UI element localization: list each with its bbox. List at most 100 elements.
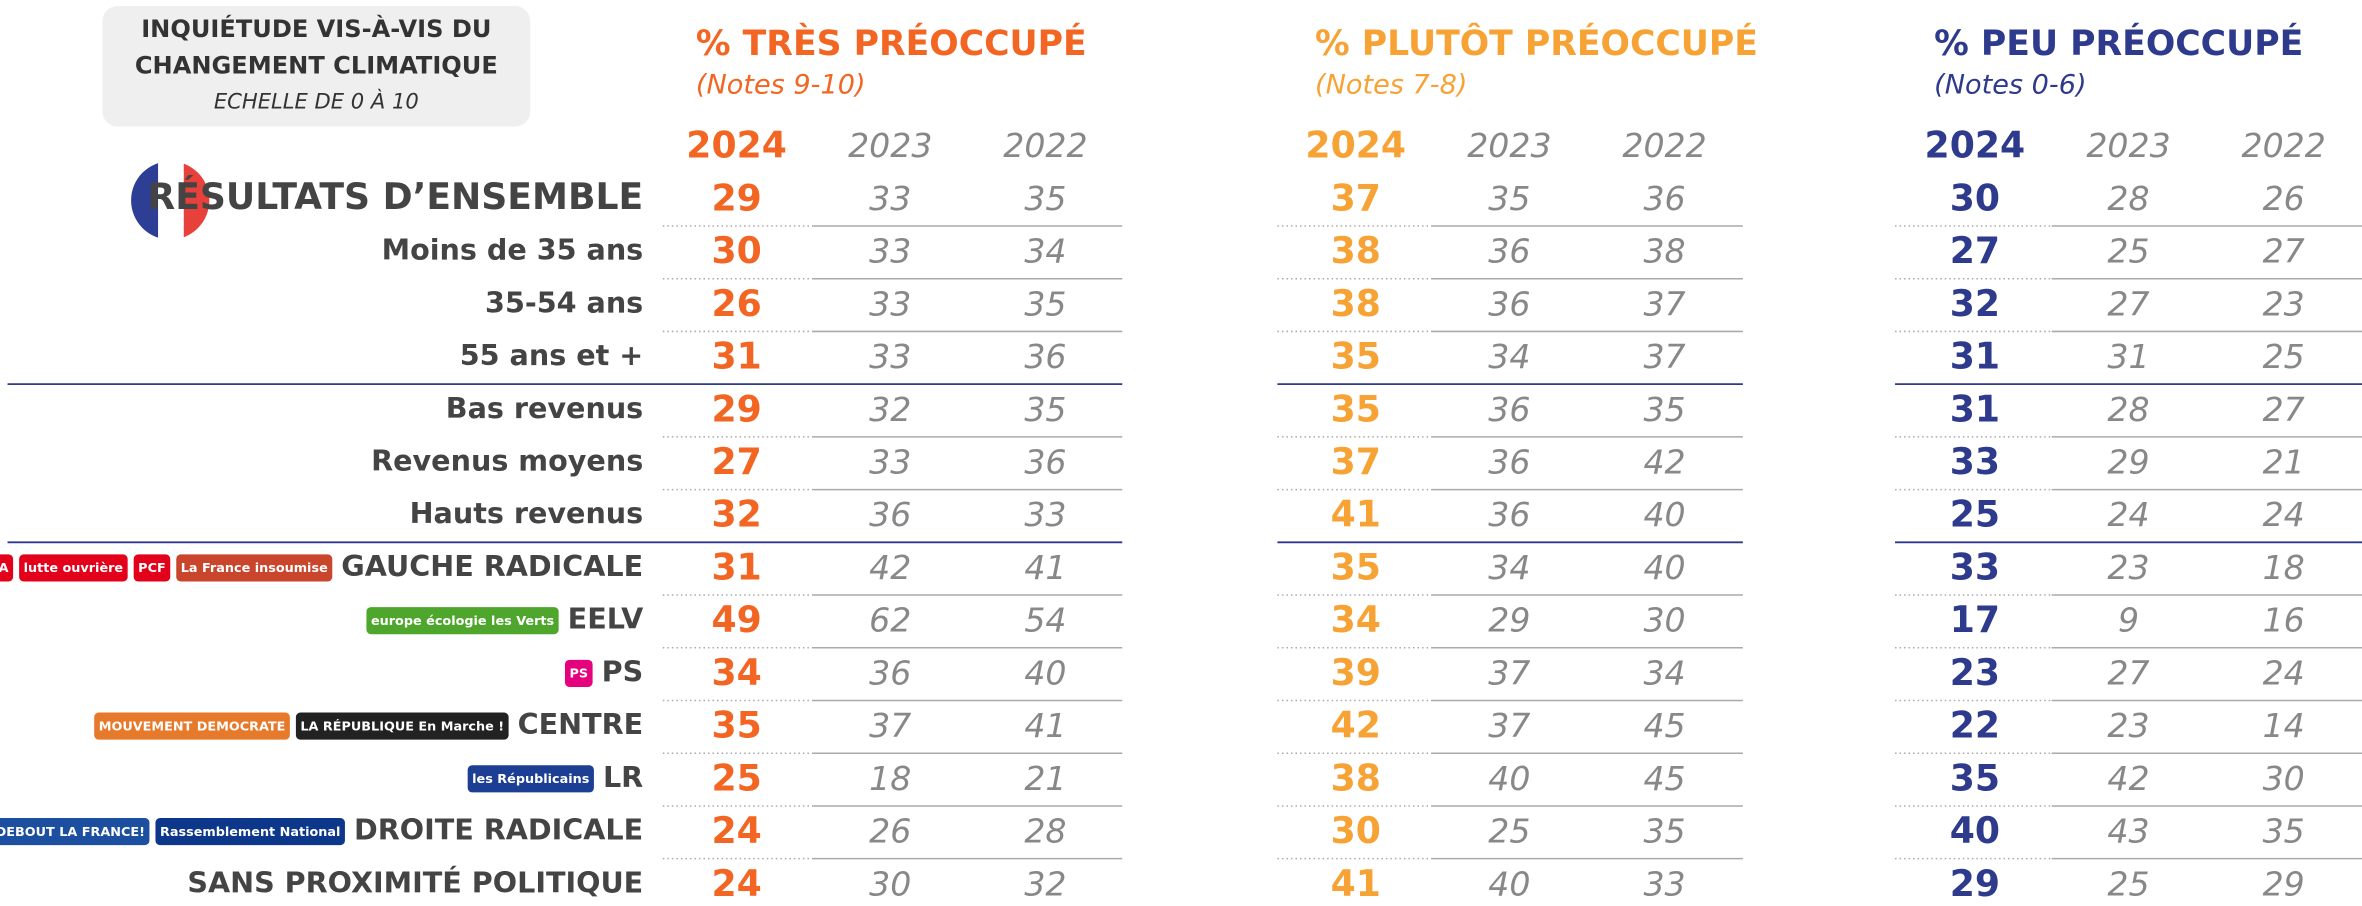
cell-value: 30: [1950, 176, 2000, 219]
header-line: INQUIÉTUDE VIS-À-VIS DU: [141, 14, 491, 43]
cell-value: 33: [869, 284, 911, 323]
cell-value: 27: [2263, 232, 2305, 271]
cell-value: 24: [2107, 495, 2149, 534]
cell-value: 30: [711, 229, 761, 272]
cell-value: 36: [1488, 495, 1530, 534]
party-logo: DEBOUT LA FRANCE!: [0, 817, 150, 846]
cell-value: 31: [711, 545, 761, 588]
cell-value: 34: [1488, 337, 1530, 376]
cell-value: 24: [711, 862, 761, 905]
cell-value: 41: [1024, 548, 1066, 587]
cell-value: 35: [711, 704, 761, 747]
cell-value: 37: [1331, 440, 1381, 483]
cell-value: 45: [1643, 706, 1685, 745]
cell-value: 23: [2263, 284, 2305, 323]
cell-value: 35: [1331, 387, 1381, 430]
logo-badge: [366, 607, 559, 635]
group-subtitle: (Notes 0-6): [1934, 69, 2086, 100]
cell-value: 54: [1024, 601, 1066, 640]
cell-value: 38: [1643, 232, 1685, 271]
cell-value: 40: [1643, 495, 1685, 534]
row-label: Bas revenus: [446, 391, 643, 425]
row-label: 55 ans et +: [460, 338, 643, 372]
cell-value: 29: [1950, 862, 2000, 905]
cell-value: 35: [1331, 545, 1381, 588]
cell-value: 41: [1331, 862, 1381, 905]
cell-value: 35: [1643, 812, 1685, 851]
cell-value: 24: [2263, 495, 2305, 534]
cell-value: 43: [2107, 812, 2149, 851]
cell-value: 36: [1643, 179, 1685, 218]
cell-value: 28: [1024, 812, 1066, 851]
row-label: PS: [602, 654, 644, 688]
cell-value: 34: [1331, 598, 1381, 641]
logo-badge: [176, 554, 333, 582]
cell-value: 33: [869, 232, 911, 271]
cell-value: 31: [711, 335, 761, 378]
cell-value: 25: [1950, 493, 2000, 536]
cell-value: 31: [1950, 387, 2000, 430]
cell-value: 26: [711, 282, 761, 325]
row-label: Hauts revenus: [410, 496, 644, 530]
row-label: LR: [603, 760, 643, 794]
cell-value: 35: [1488, 179, 1530, 218]
year-header: 2023: [1467, 126, 1551, 165]
logo-badge: [19, 554, 128, 582]
logo-text: PS: [569, 667, 588, 682]
cell-value: 23: [2107, 706, 2149, 745]
logo-badge: [155, 817, 345, 846]
cell-value: 25: [1488, 812, 1530, 851]
cell-value: 32: [1950, 282, 2000, 325]
party-logo: europe écologie les Verts: [366, 607, 559, 635]
cell-value: 40: [1950, 809, 2000, 852]
cell-value: 14: [2263, 706, 2305, 745]
cell-value: 31: [2107, 337, 2149, 376]
party-logo: NPA: [0, 554, 14, 582]
cell-value: 24: [2263, 653, 2305, 692]
row-label: Revenus moyens: [371, 443, 643, 477]
cell-value: 33: [869, 442, 911, 481]
cell-value: 36: [869, 495, 911, 534]
cell-value: 36: [1024, 337, 1066, 376]
logo-text: DEBOUT LA FRANCE!: [0, 825, 145, 840]
cell-value: 37: [1643, 337, 1685, 376]
party-logo: Rassemblement National: [155, 817, 345, 846]
cell-value: 24: [711, 809, 761, 852]
cell-value: 27: [1950, 229, 2000, 272]
cell-value: 27: [2107, 653, 2149, 692]
cell-value: 33: [1950, 440, 2000, 483]
cell-value: 37: [1488, 706, 1530, 745]
party-logo: lutte ouvrière: [19, 554, 128, 582]
logo-text: LA RÉPUBLIQUE En Marche !: [300, 718, 504, 734]
cell-value: 33: [1024, 495, 1066, 534]
cell-value: 40: [1488, 759, 1530, 798]
cell-value: 36: [1024, 442, 1066, 481]
logo-text: MOUVEMENT DEMOCRATE: [99, 719, 286, 734]
year-header: 2024: [1925, 124, 2026, 167]
cell-value: 34: [1488, 548, 1530, 587]
cell-value: 36: [1488, 442, 1530, 481]
year-header: 2023: [848, 126, 932, 165]
group-title: % PEU PRÉOCCUPÉ: [1934, 22, 2303, 64]
row-label: EELV: [568, 602, 644, 636]
cell-value: 36: [869, 653, 911, 692]
row-label: Moins de 35 ans: [382, 233, 644, 267]
cell-value: 25: [2107, 232, 2149, 271]
cell-value: 23: [2107, 548, 2149, 587]
year-header: 2022: [1622, 126, 1706, 165]
cell-value: 39: [1331, 651, 1381, 694]
cell-value: 34: [711, 651, 761, 694]
cell-value: 17: [1950, 598, 2000, 641]
cell-value: 27: [2263, 390, 2305, 429]
cell-value: 32: [1024, 864, 1066, 903]
logo-text: La France insoumise: [181, 561, 328, 576]
cell-value: 38: [1331, 282, 1381, 325]
cell-value: 33: [869, 337, 911, 376]
group-subtitle: (Notes 7-8): [1315, 69, 1467, 100]
cell-value: 27: [711, 440, 761, 483]
cell-value: 22: [1950, 704, 2000, 747]
cell-value: 32: [869, 390, 911, 429]
logo-badge: [295, 712, 509, 740]
